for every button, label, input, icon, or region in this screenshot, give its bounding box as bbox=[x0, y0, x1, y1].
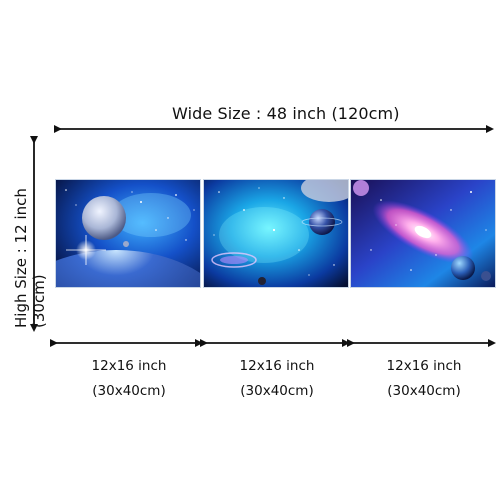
high-size-label: High Size : 12 inch (30cm) bbox=[12, 188, 48, 328]
canvas-panel-1 bbox=[55, 179, 201, 288]
panel-1-size: 12x16 inch (30x40cm) bbox=[56, 354, 202, 404]
panel-3-size: 12x16 inch (30x40cm) bbox=[351, 354, 497, 404]
panel-1-size-inch: 12x16 inch bbox=[91, 358, 167, 374]
canvas-panel-2 bbox=[203, 179, 349, 288]
panel-1-size-cm: (30x40cm) bbox=[92, 383, 166, 399]
panel-2-size: 12x16 inch (30x40cm) bbox=[204, 354, 350, 404]
panel-3-size-inch: 12x16 inch bbox=[386, 358, 462, 374]
panel-2-size-cm: (30x40cm) bbox=[240, 383, 314, 399]
panel-3-size-cm: (30x40cm) bbox=[387, 383, 461, 399]
panel-2-size-inch: 12x16 inch bbox=[239, 358, 315, 374]
wide-size-label: Wide Size : 48 inch (120cm) bbox=[172, 104, 400, 123]
canvas-panel-3 bbox=[350, 179, 496, 288]
